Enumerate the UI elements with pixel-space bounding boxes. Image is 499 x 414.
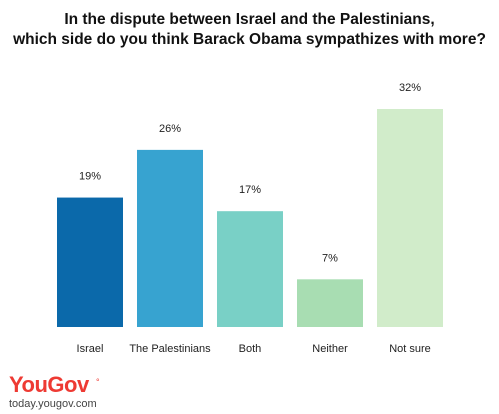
value-label-the-palestinians: 26% bbox=[159, 123, 181, 135]
yougov-logo: YouGov ° bbox=[9, 372, 100, 397]
chart-title-line-1: In the dispute between Israel and the Pa… bbox=[64, 11, 435, 28]
bar-both bbox=[217, 211, 283, 327]
value-label-neither: 7% bbox=[322, 252, 338, 264]
category-label-not-sure: Not sure bbox=[389, 343, 431, 355]
value-label-both: 17% bbox=[239, 184, 261, 196]
yougov-logo-text: YouGov bbox=[9, 372, 89, 397]
yougov-logo-mark: ° bbox=[96, 377, 100, 387]
value-label-not-sure: 32% bbox=[399, 82, 421, 94]
chart-title-line-2: which side do you think Barack Obama sym… bbox=[13, 31, 486, 48]
chart-title: In the dispute between Israel and the Pa… bbox=[0, 10, 499, 50]
bar-not-sure bbox=[377, 109, 443, 327]
category-label-both: Both bbox=[239, 343, 262, 355]
bar-the-palestinians bbox=[137, 149, 203, 327]
category-label-israel: Israel bbox=[77, 343, 104, 355]
bar-neither bbox=[297, 279, 363, 327]
value-label-israel: 19% bbox=[79, 171, 101, 183]
category-label-neither: Neither bbox=[312, 343, 348, 355]
site-url: today.yougov.com bbox=[9, 398, 97, 410]
category-label-the-palestinians: The Palestinians bbox=[129, 343, 211, 355]
bar-israel bbox=[57, 197, 123, 327]
